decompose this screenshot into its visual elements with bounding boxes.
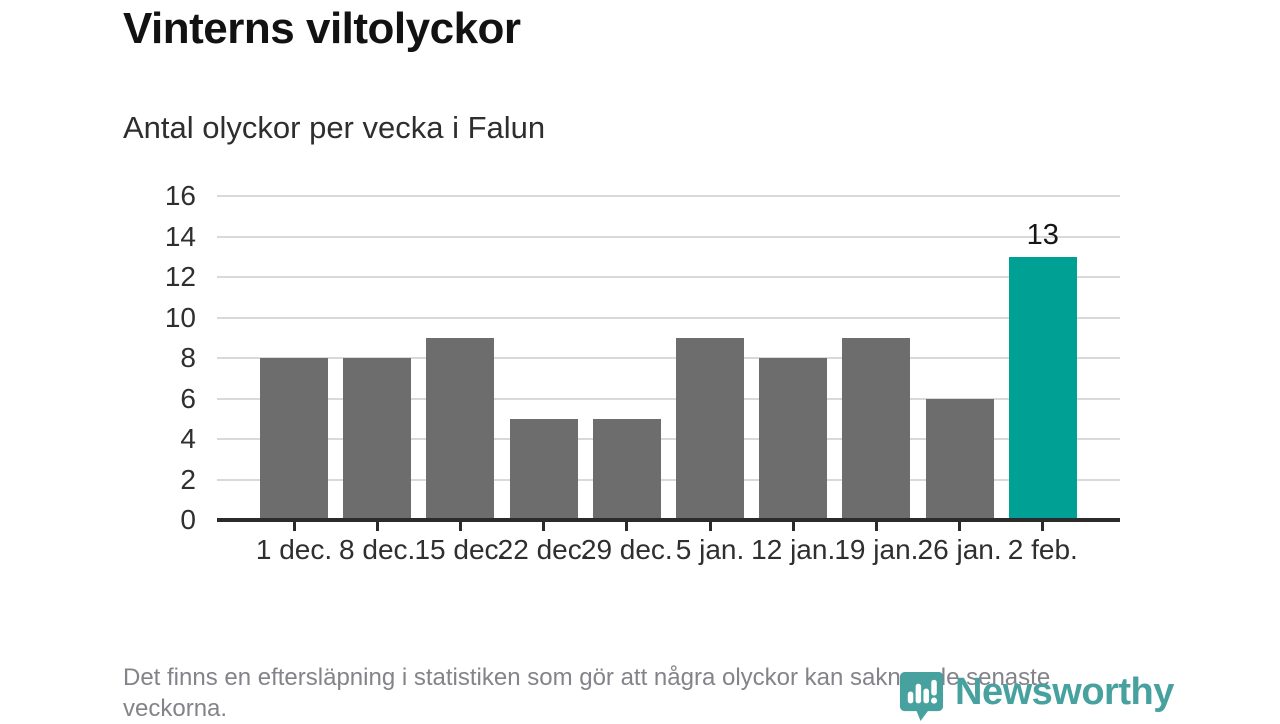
x-tick-2 feb. [1041, 522, 1045, 531]
x-axis-label-19 jan.: 19 jan. [834, 534, 919, 565]
bar-value-label: 13 [1026, 218, 1059, 251]
gridline-y-4 [217, 438, 1120, 440]
bar-22 dec. [509, 418, 578, 520]
bar-8 dec. [343, 358, 412, 520]
y-axis-label-2: 2 [180, 463, 196, 495]
bar-15 dec. [426, 337, 495, 520]
x-axis-label-26 jan.: 26 jan. [917, 534, 1002, 565]
gridline-y-10 [217, 316, 1120, 319]
bar-5 jan. [676, 337, 744, 520]
bar-1 dec. [260, 358, 328, 520]
x-tick-8 dec. [375, 522, 379, 531]
bar-26 jan. [925, 398, 994, 520]
bar-29 dec. [592, 418, 661, 520]
gridline-y-2 [217, 478, 1120, 481]
x-axis-label-2 feb.: 2 feb. [1007, 534, 1078, 565]
x-axis-label-12 jan.: 12 jan. [751, 534, 836, 565]
bar-19 jan. [842, 337, 911, 520]
x-tick-19 jan. [874, 522, 878, 531]
chart-title: Vinterns viltolyckor [123, 4, 521, 53]
x-axis-label-15 dec.: 15 dec. [414, 534, 507, 565]
y-axis-label-16: 16 [164, 180, 196, 211]
y-axis-label-8: 8 [180, 342, 196, 373]
x-axis-line [217, 518, 1120, 522]
gridline-y-16 [217, 195, 1120, 197]
gridline-y-12 [217, 276, 1120, 278]
x-tick-29 dec. [625, 522, 629, 531]
bar-2 feb. [1008, 256, 1077, 520]
y-axis-label-14: 14 [164, 220, 196, 252]
x-tick-5 jan. [708, 522, 712, 531]
x-axis-label-29 dec.: 29 dec. [580, 534, 673, 565]
x-tick-1 dec. [292, 522, 296, 531]
x-tick-22 dec. [542, 522, 546, 531]
y-axis-label-0: 0 [180, 504, 196, 535]
x-axis-label-1 dec.: 1 dec. [255, 534, 333, 565]
bar-12 jan. [759, 358, 828, 520]
x-tick-26 jan. [958, 522, 962, 531]
x-axis-label-22 dec.: 22 dec. [497, 534, 590, 565]
y-axis-label-4: 4 [180, 423, 196, 454]
x-tick-15 dec. [458, 522, 462, 531]
gridline-y-14 [217, 235, 1120, 238]
newsworthy-pin-barchart-icon [899, 672, 944, 721]
y-axis-label-10: 10 [164, 301, 196, 333]
gridline-y-8 [217, 357, 1120, 359]
newsworthy-logo-text: Newsworthy [955, 671, 1174, 713]
newsworthy-logo[interactable]: Newsworthy [898, 670, 1174, 721]
y-axis-label-12: 12 [164, 261, 196, 292]
y-axis-label-6: 6 [180, 382, 196, 414]
x-axis-label-8 dec.: 8 dec. [339, 534, 416, 565]
gridline-y-6 [217, 397, 1120, 400]
x-tick-12 jan. [791, 522, 795, 531]
chart-subtitle: Antal olyckor per vecka i Falun [123, 110, 546, 145]
footnote: Det finns en eftersläpning i statistiken… [123, 664, 1051, 722]
x-axis-label-5 jan.: 5 jan. [675, 534, 745, 565]
